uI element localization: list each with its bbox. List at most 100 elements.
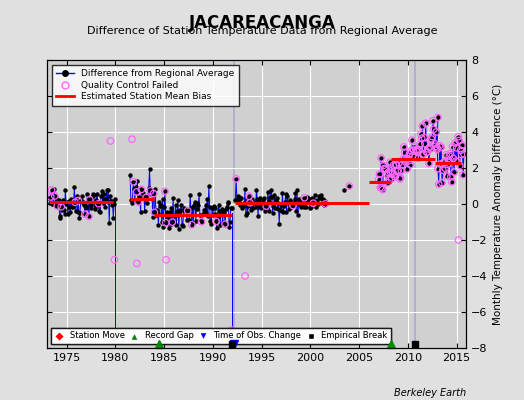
- Point: [443, 173, 451, 179]
- Point: [458, 142, 466, 148]
- Point: [221, 221, 230, 228]
- Point: [409, 152, 417, 159]
- Point: [386, 159, 394, 166]
- Point: [168, 219, 177, 225]
- Point: [375, 171, 384, 177]
- Point: [387, 176, 396, 182]
- Point: [74, 197, 83, 204]
- Point: [403, 155, 412, 162]
- Point: [425, 144, 434, 150]
- Point: [436, 161, 444, 167]
- Text: JACAREACANGA: JACAREACANGA: [189, 14, 335, 32]
- Point: [446, 150, 454, 157]
- Point: [47, 194, 55, 200]
- Point: [456, 162, 464, 169]
- Point: [457, 151, 466, 158]
- Point: [111, 336, 119, 342]
- Point: [452, 158, 460, 164]
- Point: [142, 194, 150, 201]
- Point: [422, 149, 431, 156]
- Point: [71, 199, 79, 206]
- Point: [309, 200, 318, 206]
- Point: [134, 199, 143, 205]
- Y-axis label: Monthly Temperature Anomaly Difference (°C): Monthly Temperature Anomaly Difference (…: [493, 83, 503, 325]
- Point: [146, 188, 155, 194]
- Point: [381, 166, 389, 173]
- Point: [110, 257, 118, 263]
- Point: [161, 220, 170, 226]
- Point: [393, 168, 401, 175]
- Point: [246, 200, 254, 206]
- Point: [421, 140, 429, 147]
- Point: [385, 176, 394, 182]
- Point: [382, 166, 390, 172]
- Point: [389, 162, 397, 169]
- Point: [445, 153, 453, 159]
- Point: [188, 222, 196, 228]
- Point: [377, 155, 385, 161]
- Point: [442, 152, 450, 158]
- Point: [401, 159, 410, 165]
- Point: [407, 148, 416, 154]
- Point: [129, 178, 137, 185]
- Point: [418, 135, 426, 142]
- Point: [81, 211, 89, 217]
- Point: [454, 237, 463, 243]
- Point: [460, 151, 468, 157]
- Point: [384, 169, 392, 176]
- Point: [395, 160, 403, 166]
- Point: [418, 123, 427, 129]
- Point: [449, 143, 457, 150]
- Point: [434, 114, 442, 121]
- Point: [392, 162, 401, 168]
- Text: Berkeley Earth: Berkeley Earth: [394, 388, 466, 398]
- Point: [433, 144, 441, 151]
- Point: [396, 175, 405, 181]
- Point: [443, 161, 452, 168]
- Legend: Station Move, Record Gap, Time of Obs. Change, Empirical Break: Station Move, Record Gap, Time of Obs. C…: [51, 328, 391, 344]
- Point: [435, 142, 444, 149]
- Point: [383, 171, 391, 178]
- Point: [440, 159, 448, 166]
- Point: [133, 260, 141, 267]
- Point: [161, 188, 169, 194]
- Point: [232, 176, 241, 182]
- Point: [402, 157, 410, 163]
- Point: [394, 167, 402, 174]
- Point: [149, 190, 158, 197]
- Point: [384, 180, 392, 186]
- Point: [212, 218, 220, 224]
- Point: [412, 148, 421, 155]
- Point: [427, 146, 435, 152]
- Point: [408, 137, 416, 143]
- Point: [421, 120, 430, 126]
- Point: [419, 151, 428, 158]
- Point: [387, 170, 395, 176]
- Point: [454, 134, 462, 140]
- Point: [150, 209, 159, 216]
- Point: [391, 173, 399, 180]
- Point: [380, 165, 388, 172]
- Point: [456, 147, 465, 154]
- Text: Difference of Station Temperature Data from Regional Average: Difference of Station Temperature Data f…: [87, 26, 437, 36]
- Point: [345, 183, 354, 189]
- Point: [245, 193, 253, 200]
- Point: [415, 146, 423, 153]
- Point: [227, 327, 236, 333]
- Point: [428, 133, 436, 140]
- Point: [106, 138, 115, 144]
- Point: [162, 257, 170, 263]
- Point: [398, 162, 407, 168]
- Point: [376, 184, 385, 191]
- Point: [198, 219, 206, 225]
- Point: [85, 213, 93, 220]
- Point: [388, 170, 397, 176]
- Point: [85, 196, 94, 203]
- Point: [378, 185, 386, 191]
- Point: [413, 147, 422, 153]
- Point: [399, 156, 407, 162]
- Point: [405, 151, 413, 157]
- Point: [430, 126, 438, 132]
- Point: [379, 162, 388, 169]
- Point: [300, 194, 309, 201]
